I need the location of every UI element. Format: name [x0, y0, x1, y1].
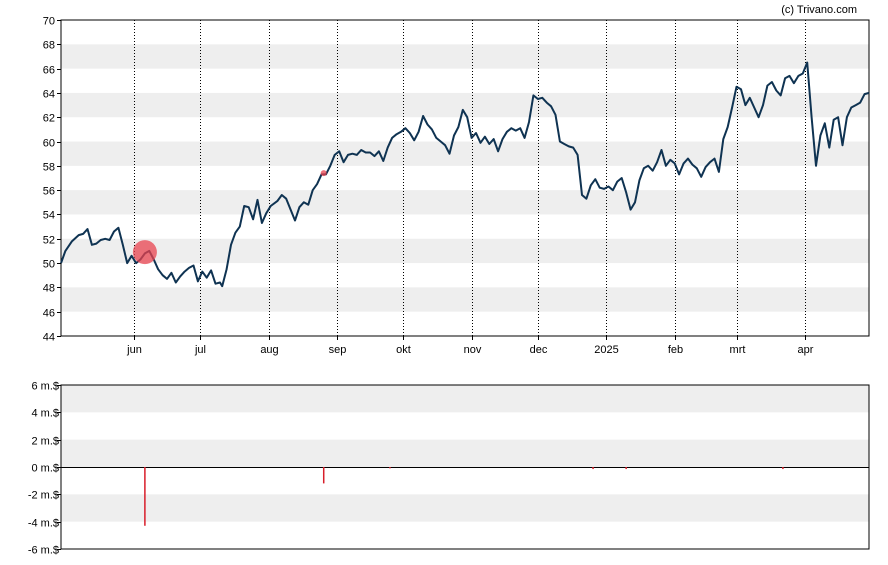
y-tick-label: 44 — [43, 332, 55, 344]
y-tick-label: -2 m.$ — [28, 490, 59, 502]
y-tick-label: 58 — [43, 162, 55, 174]
price-band — [61, 190, 869, 215]
x-tick-label: jun — [126, 344, 142, 356]
insider-sale-bar — [592, 467, 594, 470]
volume-band — [61, 494, 869, 522]
volume-band — [61, 439, 869, 467]
x-tick-label: apr — [798, 344, 814, 356]
price-line — [60, 61, 870, 288]
y-tick-label: 70 — [43, 16, 55, 28]
x-tick-label: nov — [464, 344, 482, 356]
insider-sale-bar — [322, 467, 325, 484]
y-tick-label: 54 — [43, 210, 55, 222]
y-tick-label: 64 — [43, 89, 55, 101]
price-band — [61, 44, 869, 69]
y-tick-label: 62 — [43, 113, 55, 125]
price-y-axis: 44 46 48 50 52 54 56 58 60 62 64 66 68 70 — [43, 16, 61, 344]
price-band — [61, 238, 869, 264]
price-x-axis: jun jul aug sep okt nov dec 2025 feb mrt apr — [126, 336, 814, 356]
price-series — [60, 61, 870, 288]
y-tick-label: 6 m.$ — [31, 381, 59, 393]
volume-y-axis: -6 m.$ -4 m.$ -2 m.$ 0 m.$ 2 m.$ 4 m.$ 6 m.$ — [28, 381, 61, 557]
x-tick-label: sep — [329, 344, 347, 356]
y-tick-label: 48 — [43, 283, 55, 295]
x-tick-label: okt — [396, 344, 411, 356]
y-tick-label: -4 m.$ — [28, 518, 59, 530]
volume-band — [61, 385, 869, 413]
price-markers — [132, 170, 327, 265]
insider-sale-bar — [782, 467, 784, 470]
price-plot-frame — [60, 19, 870, 337]
y-tick-label: 60 — [43, 138, 55, 150]
y-tick-label: 46 — [43, 308, 55, 320]
insider-trade-marker — [132, 240, 157, 265]
y-tick-label: 52 — [43, 235, 55, 247]
insider-volume-panel: -6 m.$ -4 m.$ -2 m.$ 0 m.$ 2 m.$ 4 m.$ 6 m.$ — [28, 381, 870, 557]
x-tick-label: dec — [530, 344, 548, 356]
y-tick-label: 66 — [43, 65, 55, 77]
price-band — [61, 141, 869, 166]
insider-sale-bar — [144, 467, 146, 526]
x-tick-label: aug — [260, 344, 278, 356]
price-band — [61, 287, 869, 312]
x-tick-label: jul — [194, 344, 206, 356]
y-tick-label: 68 — [43, 40, 55, 52]
y-tick-label: 50 — [43, 259, 55, 271]
y-tick-label: 0 m.$ — [31, 463, 59, 475]
volume-bars — [144, 467, 784, 526]
x-tick-label: 2025 — [594, 344, 618, 356]
y-tick-label: -6 m.$ — [28, 545, 59, 557]
y-tick-label: 56 — [43, 186, 55, 198]
insider-sale-bar — [389, 467, 391, 469]
price-panel: 44 46 48 50 52 54 56 58 60 62 64 66 68 70 jun jul aug se… — [43, 16, 870, 356]
insider-sale-bar — [625, 467, 627, 470]
volume-bands — [61, 385, 869, 522]
x-tick-label: feb — [668, 344, 683, 356]
y-tick-label: 2 m.$ — [31, 436, 59, 448]
x-tick-label: mrt — [730, 344, 746, 356]
insider-trade-marker — [320, 170, 327, 177]
price-bands — [61, 44, 869, 312]
credit-label: (c) Trivano.com — [781, 4, 857, 16]
y-tick-label: 4 m.$ — [31, 408, 59, 420]
